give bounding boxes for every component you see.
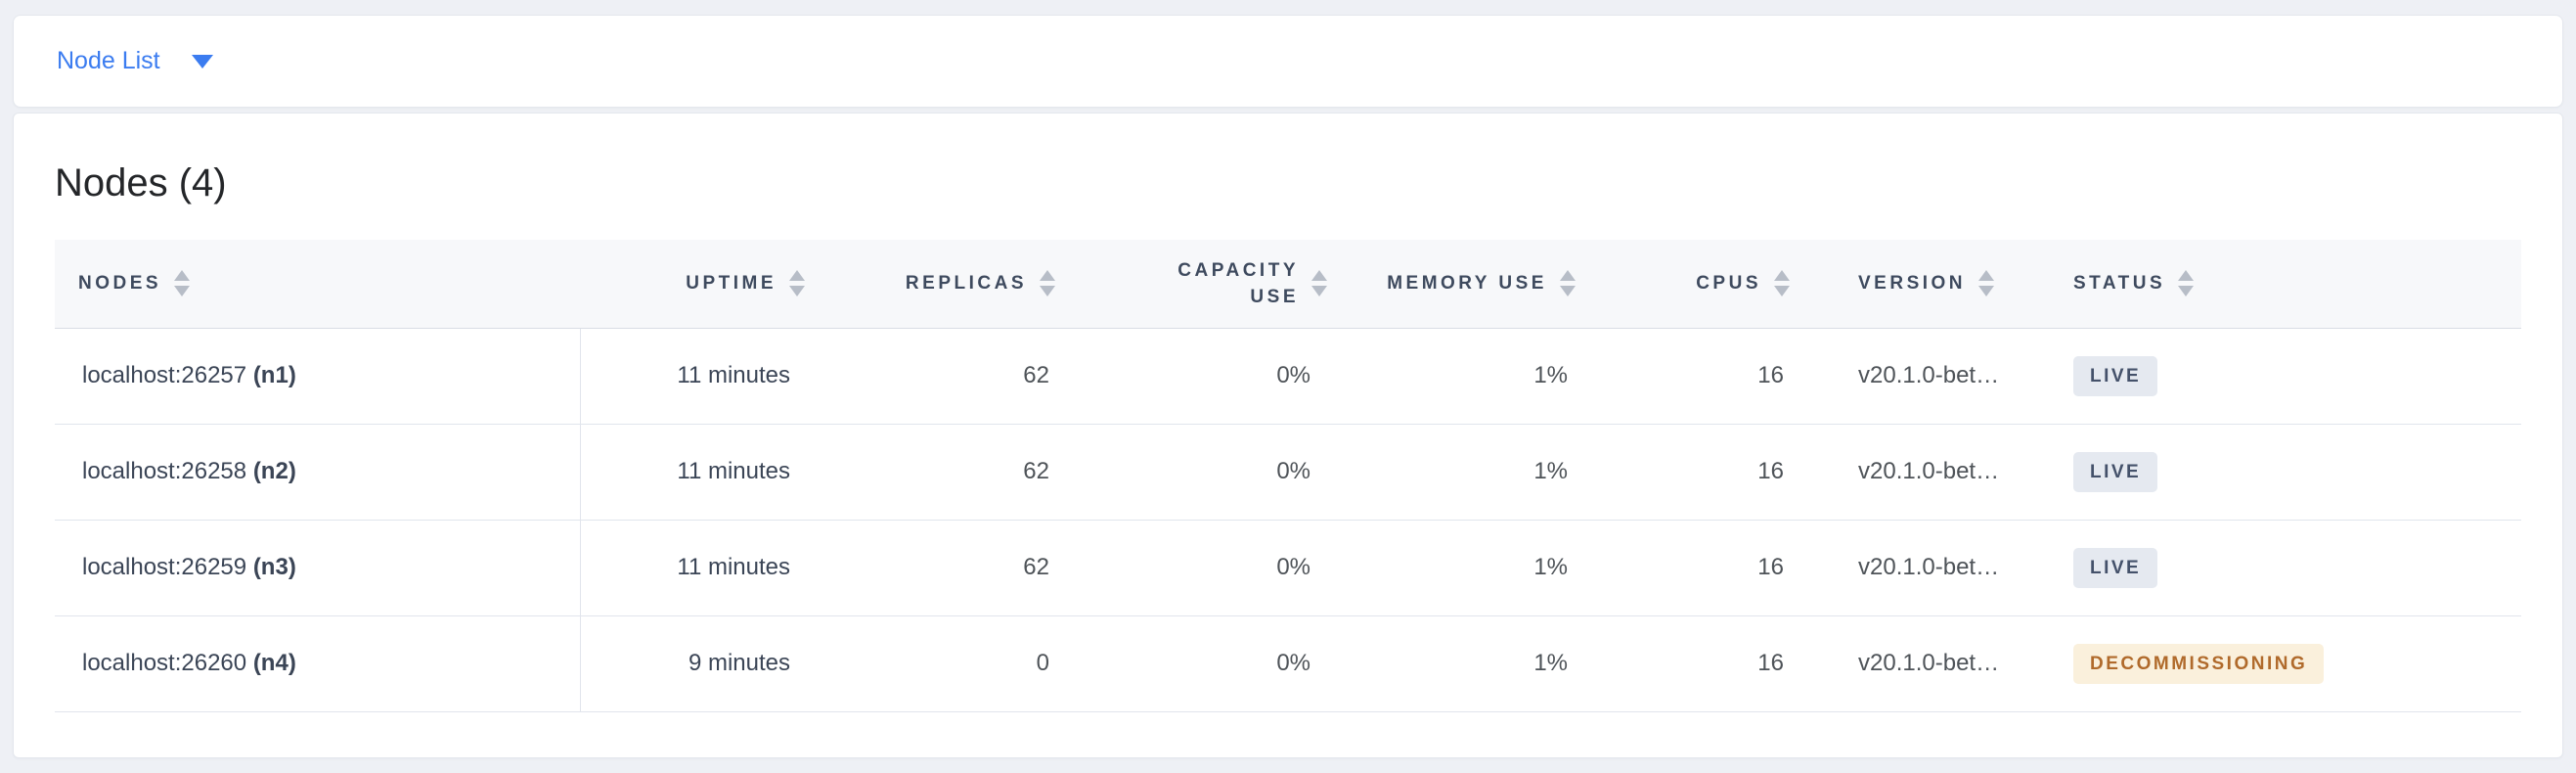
uptime-cell: 11 minutes <box>579 328 815 425</box>
node-address-cell: localhost:26259 (n3) <box>55 520 580 616</box>
sort-icon[interactable] <box>1774 270 1790 297</box>
node-address-cell: localhost:26260 (n4) <box>55 615 580 712</box>
replicas-cell: 62 <box>815 328 1059 425</box>
column-header-cpus[interactable]: CPUS <box>1577 240 1798 329</box>
capacity-use-cell: 0% <box>1059 328 1333 425</box>
status-badge: LIVE <box>2073 355 2158 396</box>
uptime-cell: 11 minutes <box>579 424 815 521</box>
status-badge: LIVE <box>2073 451 2158 492</box>
table-row: localhost:26257 (n1) 11 minutes 62 0% 1%… <box>55 328 2521 425</box>
nodes-table: NODES UPTIME REPLICAS <box>55 240 2521 712</box>
replicas-cell: 62 <box>815 424 1059 521</box>
view-selector-bar: Node List <box>13 15 2563 108</box>
cpus-cell: 16 <box>1577 520 1798 616</box>
caret-down-icon <box>191 54 213 68</box>
sort-icon[interactable] <box>1040 270 1055 297</box>
column-header-uptime[interactable]: UPTIME <box>580 240 815 329</box>
column-header-status[interactable]: STATUS <box>2062 240 2521 329</box>
replicas-cell: 62 <box>815 520 1059 616</box>
memory-use-cell: 1% <box>1333 328 1577 425</box>
table-row: localhost:26258 (n2) 11 minutes 62 0% 1%… <box>55 424 2521 521</box>
status-cell: DECOMMISSIONING <box>2062 615 2521 712</box>
column-header-nodes[interactable]: NODES <box>55 240 580 329</box>
sort-icon[interactable] <box>1311 270 1327 297</box>
nodes-card: Nodes (4) NODES UPTIME <box>13 113 2563 758</box>
table-row: localhost:26259 (n3) 11 minutes 62 0% 1%… <box>55 520 2521 616</box>
replicas-cell: 0 <box>815 615 1059 712</box>
cpus-cell: 16 <box>1577 328 1798 425</box>
uptime-cell: 11 minutes <box>579 520 815 616</box>
status-cell: LIVE <box>2062 328 2521 425</box>
capacity-use-cell: 0% <box>1059 615 1333 712</box>
version-cell: v20.1.0-bet… <box>1798 615 2062 712</box>
sort-icon[interactable] <box>174 270 191 297</box>
memory-use-cell: 1% <box>1333 424 1577 521</box>
status-badge: DECOMMISSIONING <box>2073 643 2325 684</box>
sort-icon[interactable] <box>789 270 805 297</box>
status-badge: LIVE <box>2073 547 2158 588</box>
memory-use-cell: 1% <box>1333 520 1577 616</box>
sort-icon[interactable] <box>2178 270 2195 297</box>
table-row: localhost:26260 (n4) 9 minutes 0 0% 1% 1… <box>55 615 2521 712</box>
status-cell: LIVE <box>2062 520 2521 616</box>
column-header-version[interactable]: VERSION <box>1798 240 2062 329</box>
page-title: Nodes (4) <box>55 161 227 205</box>
cpus-cell: 16 <box>1577 615 1798 712</box>
column-header-memory-use[interactable]: MEMORY USE <box>1333 240 1577 329</box>
status-cell: LIVE <box>2062 424 2521 521</box>
column-header-capacity-use[interactable]: CAPACITY USE <box>1059 240 1333 329</box>
version-cell: v20.1.0-bet… <box>1798 328 2062 425</box>
node-list-dropdown[interactable]: Node List <box>57 47 213 75</box>
memory-use-cell: 1% <box>1333 615 1577 712</box>
node-address-cell: localhost:26257 (n1) <box>55 328 580 425</box>
sort-icon[interactable] <box>1560 270 1576 297</box>
node-list-dropdown-label: Node List <box>57 47 160 74</box>
sort-icon[interactable] <box>1978 270 1995 297</box>
node-address-cell: localhost:26258 (n2) <box>55 424 580 521</box>
capacity-use-cell: 0% <box>1059 520 1333 616</box>
version-cell: v20.1.0-bet… <box>1798 520 2062 616</box>
capacity-use-cell: 0% <box>1059 424 1333 521</box>
column-header-replicas[interactable]: REPLICAS <box>815 240 1059 329</box>
table-header-row: NODES UPTIME REPLICAS <box>55 240 2521 329</box>
uptime-cell: 9 minutes <box>579 615 815 712</box>
cpus-cell: 16 <box>1577 424 1798 521</box>
version-cell: v20.1.0-bet… <box>1798 424 2062 521</box>
